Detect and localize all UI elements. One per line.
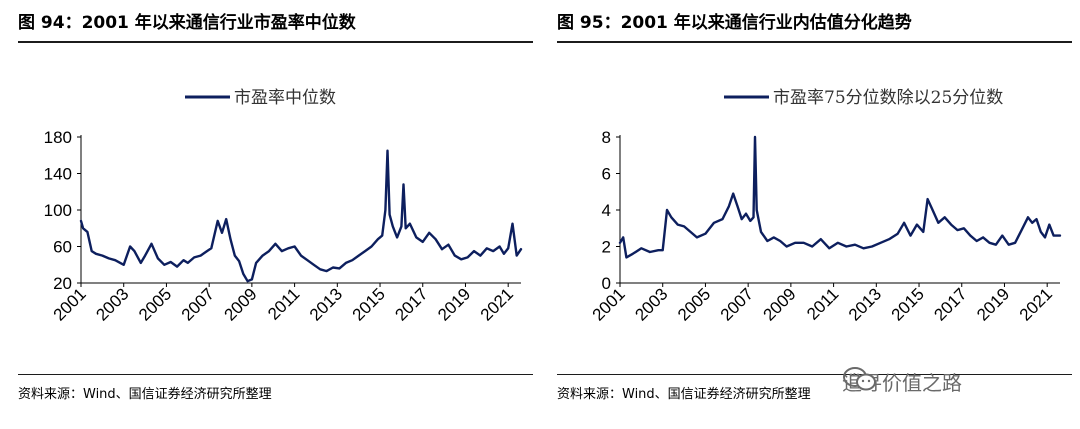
x-tick-label: 2011 [803,284,842,323]
y-tick-label: 20 [53,274,72,293]
y-tick-label: 2 [602,238,611,257]
x-tick-label: 2017 [930,284,970,324]
x-tick-label: 2011 [264,284,303,323]
figure-94-panel: 图 94：2001 年以来通信行业市盈率中位数 市盈率中位数 20 60 100 140… [18,0,533,429]
watermark: 追寻价值之路 [842,366,962,396]
x-tick-label: 2007 [717,284,757,324]
figure-94-title: 图 94：2001 年以来通信行业市盈率中位数 [18,13,356,33]
y-tick-label: 140 [44,165,72,184]
x-tick-label: 2005 [135,284,175,324]
x-tick-label: 2015 [349,284,389,324]
y-tick-label: 4 [602,201,611,220]
x-tick-label: 2019 [434,284,474,324]
y-tick-label: 0 [602,274,611,293]
x-tick-label: 2019 [973,284,1013,324]
x-tick-label: 2007 [178,284,218,324]
figure-95-panel: 图 95：2001 年以来通信行业内估值分化趋势 市盈率75分位数除以25分位数… [557,0,1072,429]
figure-94-top-rule [18,41,533,43]
x-tick-label: 2017 [391,284,431,324]
y-tick-label: 60 [53,238,72,257]
legend: 市盈率中位数 [185,88,336,108]
x-tick-label: 2013 [845,284,885,324]
x-tick-label: 2003 [92,284,132,324]
series-line [79,149,523,283]
x-tick-label: 2001 [589,284,629,324]
x-tick-label: 2009 [221,284,261,324]
y-tick-label: 6 [602,165,611,184]
series-line [618,135,1062,259]
x-tick-label: 2013 [306,284,346,324]
figure-95-source: 资料来源：Wind、国信证券经济研究所整理 [557,387,811,402]
figure-95-chart: 市盈率75分位数除以25分位数 0 2 4 6 8 2001 2003 2005 2007 2009… [589,88,1062,325]
x-tick-label: 2005 [674,284,714,324]
y-tick-label: 100 [44,201,72,220]
legend-label: 市盈率中位数 [234,88,336,108]
wechat-icon [843,367,876,391]
figure-94-source: 资料来源：Wind、国信证券经济研究所整理 [18,387,272,402]
x-tick-label: 2015 [888,284,928,324]
figure-95-title: 图 95：2001 年以来通信行业内估值分化趋势 [557,13,912,33]
figure-94-bottom-rule [18,374,533,375]
legend-label: 市盈率75分位数除以25分位数 [773,88,1003,108]
y-tick-label: 8 [602,128,611,147]
x-tick-label: 2009 [760,284,800,324]
x-tick-label: 2021 [477,284,517,324]
y-tick-label: 180 [44,128,72,147]
figure-95-bottom-rule [557,374,1072,375]
legend: 市盈率75分位数除以25分位数 [724,88,1003,108]
x-tick-label: 2021 [1016,284,1056,324]
figure-95-top-rule [557,41,1072,43]
x-tick-label: 2003 [631,284,671,324]
